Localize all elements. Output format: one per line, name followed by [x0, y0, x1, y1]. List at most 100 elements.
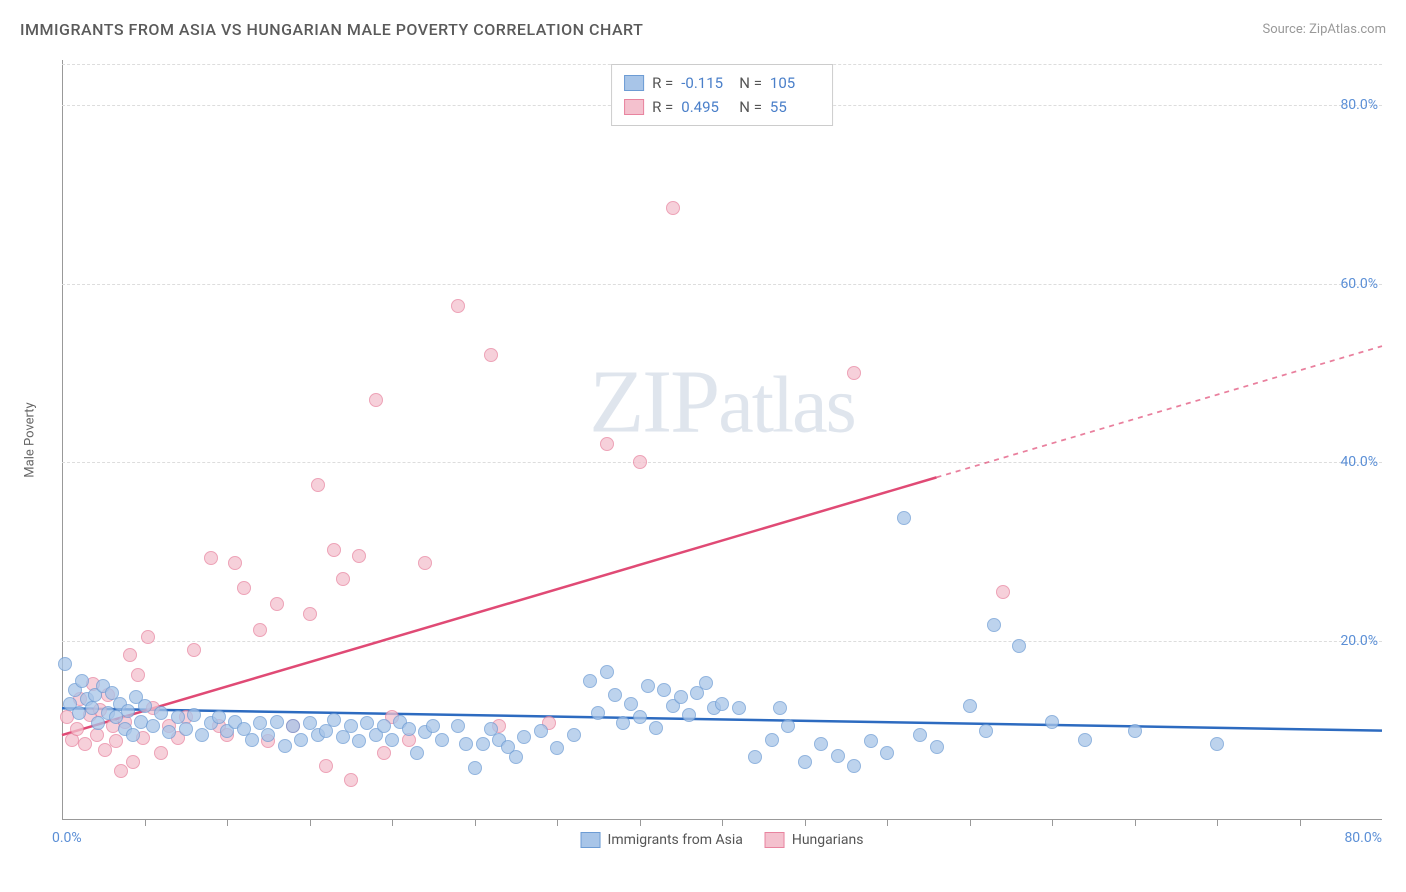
scatter-point	[880, 746, 894, 760]
scatter-point	[410, 746, 424, 760]
r-label-2: R =	[652, 95, 673, 119]
scatter-point	[91, 716, 105, 730]
scatter-point	[344, 719, 358, 733]
x-tick	[805, 820, 806, 826]
scatter-point	[451, 719, 465, 733]
scatter-point	[377, 719, 391, 733]
scatter-point	[72, 706, 86, 720]
scatter-point	[58, 657, 72, 671]
scatter-point	[1128, 724, 1142, 738]
n-label-1: N =	[739, 71, 762, 95]
scatter-point	[748, 750, 762, 764]
scatter-point	[369, 393, 383, 407]
scatter-point	[187, 643, 201, 657]
scatter-point	[85, 701, 99, 715]
scatter-point	[179, 722, 193, 736]
scatter-point	[154, 706, 168, 720]
scatter-point	[641, 679, 655, 693]
scatter-point	[484, 348, 498, 362]
x-tick	[887, 820, 888, 826]
scatter-point	[126, 755, 140, 769]
scatter-point	[162, 725, 176, 739]
scatter-point	[141, 630, 155, 644]
scatter-point	[633, 710, 647, 724]
scatter-point	[732, 701, 746, 715]
scatter-point	[773, 701, 787, 715]
scatter-point	[109, 734, 123, 748]
legend-label-1: Immigrants from Asia	[608, 832, 743, 848]
scatter-point	[715, 697, 729, 711]
scatter-point	[616, 716, 630, 730]
scatter-point	[245, 733, 259, 747]
legend-item-series-2: Hungarians	[765, 832, 864, 848]
trend-line-dashed	[937, 346, 1383, 477]
scatter-point	[1210, 737, 1224, 751]
scatter-point	[987, 618, 1001, 632]
x-tick	[310, 820, 311, 826]
x-tick	[1052, 820, 1053, 826]
scatter-point	[847, 366, 861, 380]
scatter-point	[847, 759, 861, 773]
scatter-point	[123, 648, 137, 662]
scatter-point	[897, 511, 911, 525]
legend-row-series-2: R = 0.495 N = 55	[624, 95, 820, 119]
scatter-point	[426, 719, 440, 733]
chart-plot-area: 20.0%40.0%60.0%80.0% 0.0% 80.0% ZIPatlas…	[62, 60, 1382, 820]
scatter-point	[979, 724, 993, 738]
legend-item-series-1: Immigrants from Asia	[581, 832, 743, 848]
scatter-point	[600, 437, 614, 451]
scatter-point	[699, 676, 713, 690]
scatter-point	[781, 719, 795, 733]
scatter-point	[204, 551, 218, 565]
scatter-point	[765, 733, 779, 747]
n-value-2: 55	[770, 95, 820, 119]
trend-line-solid	[62, 477, 937, 735]
scatter-point	[311, 478, 325, 492]
scatter-point	[385, 733, 399, 747]
header: IMMIGRANTS FROM ASIA VS HUNGARIAN MALE P…	[20, 20, 1386, 39]
scatter-point	[327, 713, 341, 727]
x-tick	[145, 820, 146, 826]
scatter-point	[1045, 715, 1059, 729]
x-tick	[970, 820, 971, 826]
scatter-point	[831, 749, 845, 763]
scatter-point	[237, 581, 251, 595]
scatter-point	[418, 556, 432, 570]
x-tick	[557, 820, 558, 826]
scatter-point	[377, 746, 391, 760]
scatter-point	[402, 722, 416, 736]
scatter-point	[814, 737, 828, 751]
scatter-point	[270, 715, 284, 729]
scatter-point	[70, 722, 84, 736]
r-label-1: R =	[652, 71, 673, 95]
scatter-point	[682, 708, 696, 722]
scatter-point	[963, 699, 977, 713]
scatter-point	[468, 761, 482, 775]
swatch-bottom-1	[581, 832, 601, 848]
scatter-point	[146, 719, 160, 733]
x-tick	[722, 820, 723, 826]
scatter-point	[131, 668, 145, 682]
swatch-series-2	[624, 99, 644, 115]
scatter-point	[864, 734, 878, 748]
series-legend: Immigrants from Asia Hungarians	[581, 832, 864, 848]
scatter-point	[657, 683, 671, 697]
scatter-point	[261, 728, 275, 742]
scatter-point	[1012, 639, 1026, 653]
scatter-point	[583, 674, 597, 688]
scatter-point	[633, 455, 647, 469]
scatter-point	[195, 728, 209, 742]
chart-title: IMMIGRANTS FROM ASIA VS HUNGARIAN MALE P…	[20, 20, 643, 39]
swatch-bottom-2	[765, 832, 785, 848]
scatter-point	[591, 706, 605, 720]
scatter-point	[534, 724, 548, 738]
scatter-point	[278, 739, 292, 753]
x-tick	[475, 820, 476, 826]
x-tick	[1135, 820, 1136, 826]
scatter-point	[126, 728, 140, 742]
scatter-point	[154, 746, 168, 760]
scatter-point	[212, 710, 226, 724]
scatter-point	[336, 572, 350, 586]
scatter-point	[451, 299, 465, 313]
scatter-point	[624, 697, 638, 711]
